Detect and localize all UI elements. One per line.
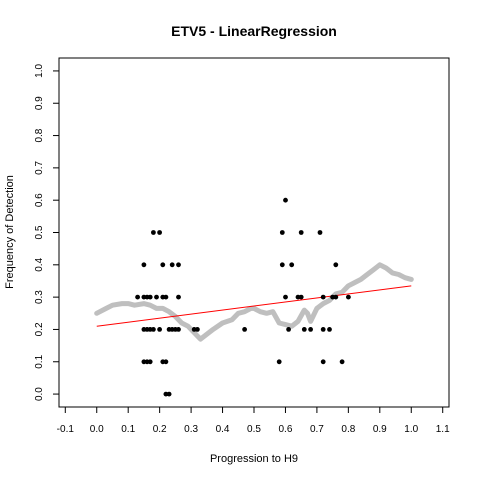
data-point: [163, 359, 169, 365]
data-point: [283, 294, 288, 300]
data-points: [135, 197, 351, 397]
data-point: [176, 262, 181, 268]
data-point: [141, 262, 147, 268]
data-point: [163, 294, 169, 300]
x-tick-label: 0.8: [341, 424, 355, 435]
data-point: [298, 230, 304, 235]
data-point: [279, 230, 285, 235]
x-tick-label: 0.7: [310, 424, 324, 435]
data-point: [157, 327, 163, 332]
data-point: [176, 294, 181, 300]
data-point: [320, 294, 326, 300]
data-point: [286, 327, 291, 332]
data-point: [283, 197, 288, 203]
x-tick-label: 0.1: [121, 424, 135, 435]
chart-title: ETV5 - LinearRegression: [171, 23, 337, 39]
data-point: [333, 262, 339, 268]
y-tick-label: 0.3: [34, 290, 45, 304]
data-point: [242, 327, 248, 332]
y-axis: 0.0 0.1 0.2 0.3 0.4 0.5 0.6 0.7 0.8 0.9 1.0: [34, 64, 60, 401]
data-point: [327, 327, 332, 332]
y-tick-label: 1.0: [34, 64, 45, 78]
data-point: [135, 294, 141, 300]
y-tick-label: 0.8: [34, 128, 45, 142]
data-point: [346, 294, 351, 300]
data-point: [151, 327, 156, 332]
data-point: [317, 230, 323, 235]
data-point: [154, 294, 159, 300]
x-tick-label: 0.0: [90, 424, 104, 435]
data-point: [333, 294, 339, 300]
x-tick-label: 0.5: [247, 424, 261, 435]
y-tick-label: 0.5: [34, 225, 45, 239]
y-tick-label: 0.2: [34, 322, 45, 336]
x-tick-label: 0.6: [278, 424, 292, 435]
x-tick-label: 1.1: [436, 424, 450, 435]
y-tick-label: 0.0: [34, 387, 45, 401]
x-tick-label: 0.2: [153, 424, 167, 435]
data-point: [276, 359, 282, 365]
data-point: [298, 294, 304, 300]
data-point: [160, 262, 166, 268]
data-point: [320, 359, 326, 365]
x-tick-label: 0.3: [184, 424, 198, 435]
y-tick-label: 0.9: [34, 96, 45, 110]
data-point: [279, 262, 285, 268]
data-point: [147, 294, 153, 300]
y-axis-title: Frequency of Detection: [4, 175, 16, 289]
data-point: [339, 359, 345, 365]
x-tick-label: 1.0: [404, 424, 418, 435]
data-point: [308, 327, 313, 332]
data-point: [169, 262, 175, 268]
y-tick-label: 0.4: [34, 257, 45, 271]
smooth-line-path: [94, 262, 414, 342]
y-tick-label: 0.6: [34, 193, 45, 207]
x-tick-label: 0.4: [216, 424, 230, 435]
fit-line-path: [96, 285, 412, 327]
y-tick-label: 0.1: [34, 354, 45, 368]
x-axis-title: Progression to H9: [210, 453, 298, 465]
data-point: [320, 327, 326, 332]
data-point: [195, 327, 200, 332]
data-point: [147, 359, 153, 365]
data-point: [166, 391, 172, 397]
data-point: [176, 327, 181, 332]
smoothed-trend-line: [94, 262, 414, 342]
regression-line: [96, 285, 412, 327]
data-point: [151, 230, 156, 235]
data-point: [289, 262, 295, 268]
data-point: [301, 327, 307, 332]
y-tick-label: 0.7: [34, 161, 45, 175]
x-tick-label: -0.1: [57, 424, 75, 435]
data-point: [157, 230, 163, 235]
x-axis: -0.1 0.0 0.1 0.2 0.3 0.4 0.5 0.6 0.7 0.8 0.9 1.0 1.1: [57, 406, 450, 435]
x-tick-label: 0.9: [373, 424, 387, 435]
